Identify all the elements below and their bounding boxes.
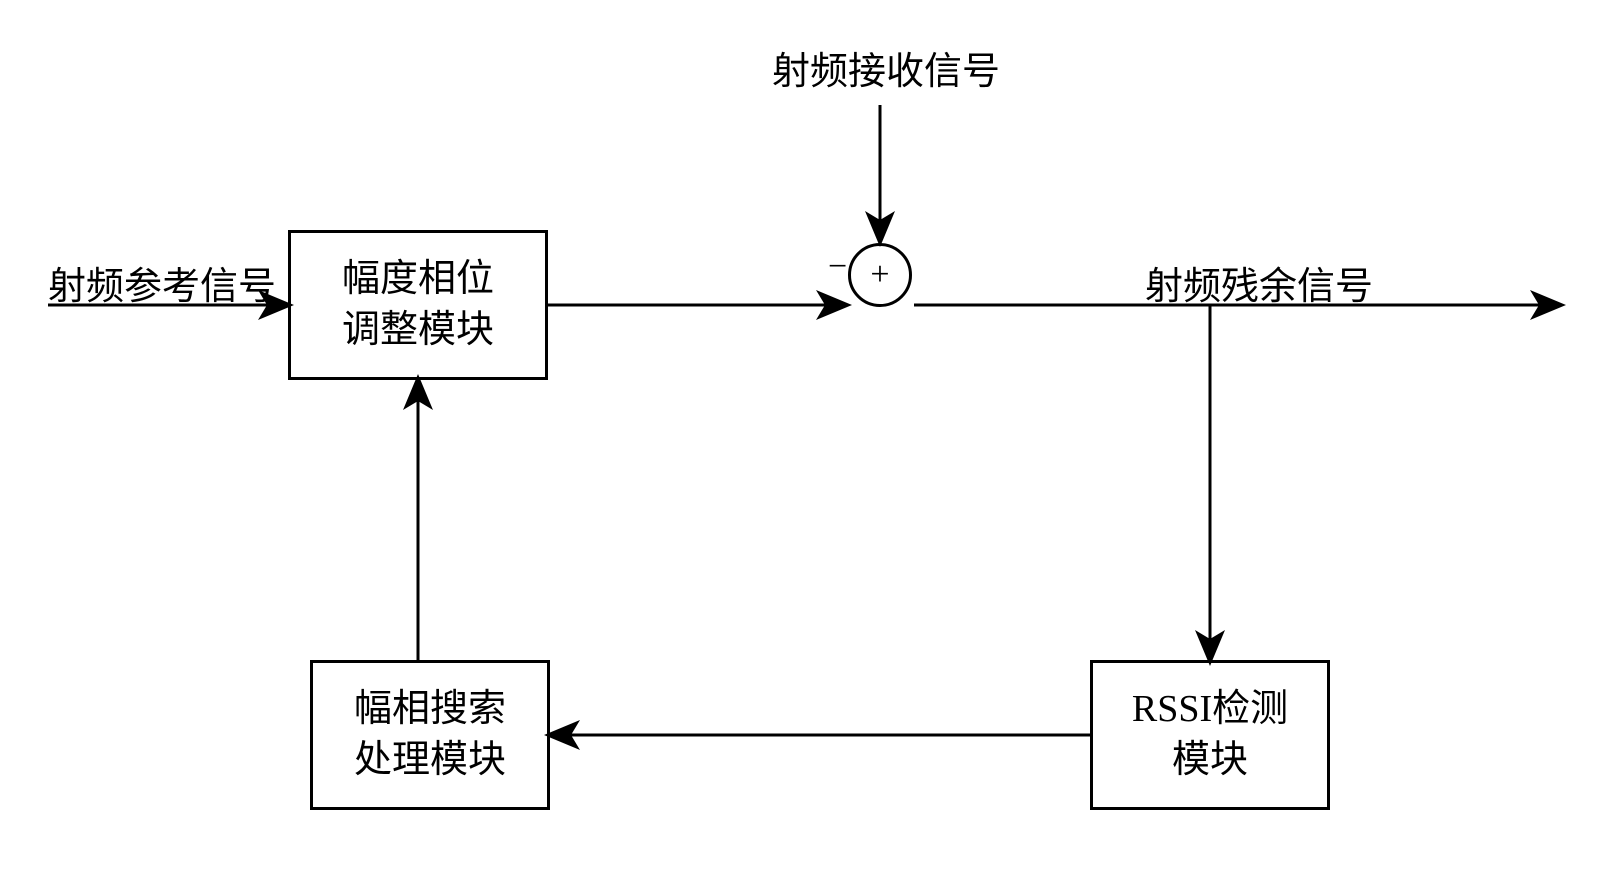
connector-layer	[0, 0, 1608, 880]
